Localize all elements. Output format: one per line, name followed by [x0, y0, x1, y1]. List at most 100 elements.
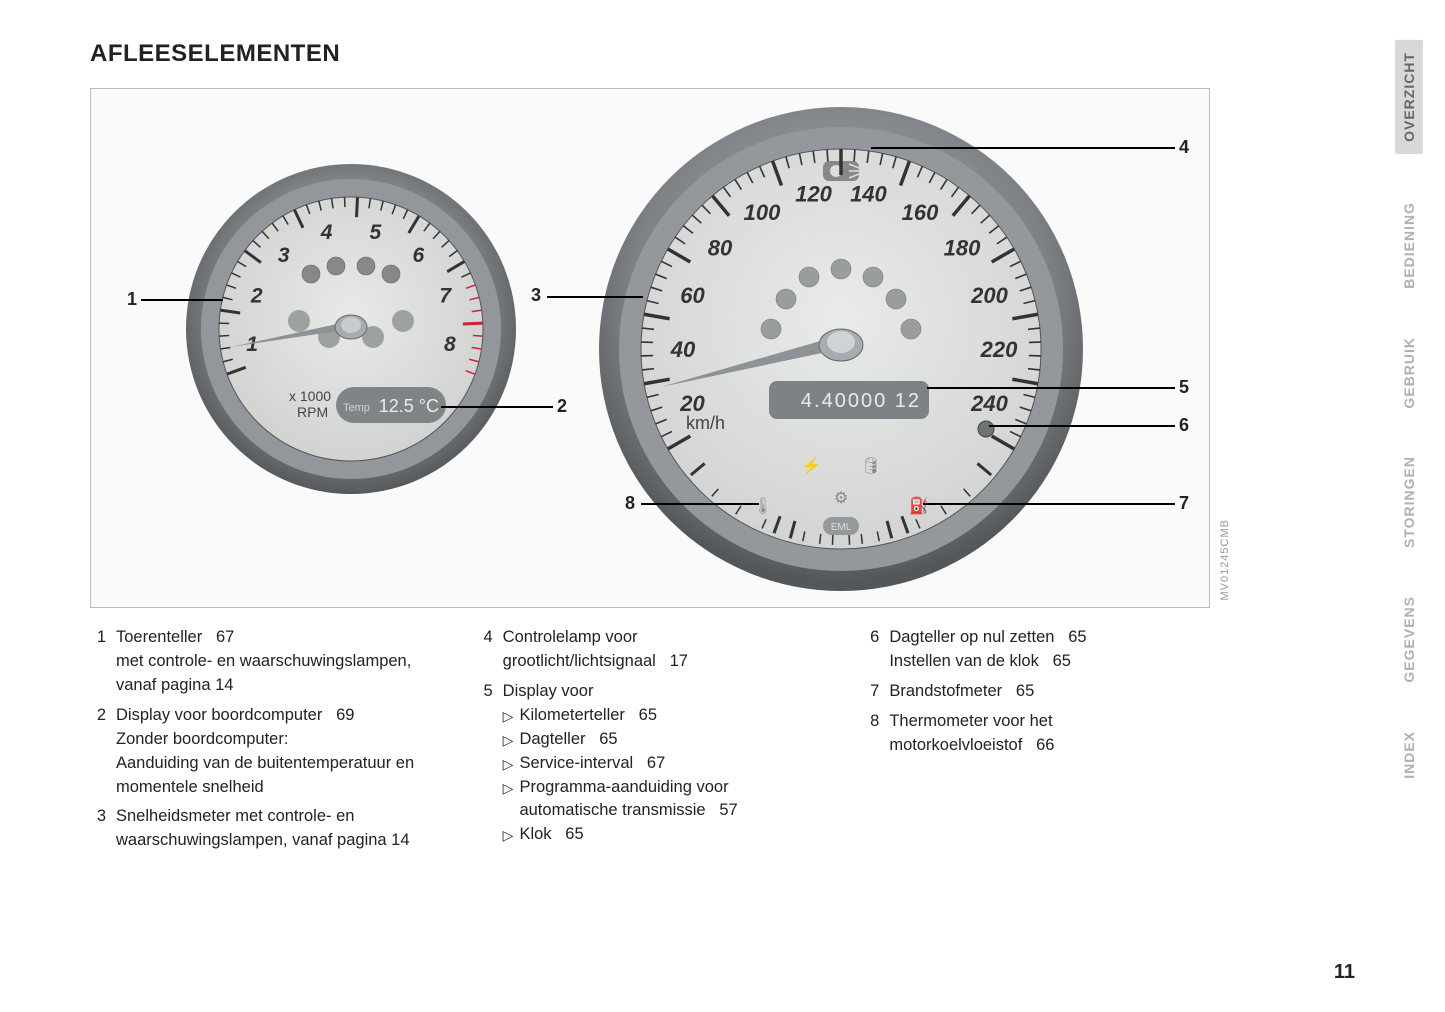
legend-sub-row: ▷Klok 65: [503, 823, 824, 847]
engine-icon: ⚙: [834, 490, 848, 507]
triangle-icon: ▷: [503, 776, 514, 824]
legend-body: Display voor▷Kilometerteller 65▷Dagtelle…: [503, 680, 824, 847]
svg-text:100: 100: [744, 200, 781, 225]
legend-body: Thermometer voor het motorkoelvloeistof …: [889, 710, 1210, 758]
callout-1: 1: [127, 289, 137, 310]
legend-num: 4: [477, 626, 493, 674]
tab-bediening[interactable]: BEDIENING: [1401, 202, 1417, 289]
legend-num: 6: [863, 626, 879, 674]
legend-line: Display voor boordcomputer 69: [116, 704, 437, 728]
speed-unit: km/h: [686, 413, 725, 433]
page: AFLEESELEMENTEN 12345678: [0, 0, 1445, 859]
tab-index[interactable]: INDEX: [1401, 731, 1417, 779]
legend-line: Thermometer voor het motorkoelvloeistof …: [889, 710, 1210, 758]
svg-text:140: 140: [850, 181, 887, 206]
legend-line: met controle- en waarschuwingslampen, va…: [116, 650, 437, 698]
legend-item: 7 Brandstofmeter 65: [863, 680, 1210, 704]
lcd-temp-value: 12.5 °C: [379, 396, 439, 416]
legend-line: Instellen van de klok 65: [889, 650, 1210, 674]
legend-sub-text: Kilometerteller 65: [519, 704, 657, 728]
legend-sub-text: Dagteller 65: [519, 728, 617, 752]
tab-storingen[interactable]: STORINGEN: [1401, 456, 1417, 548]
legend-body: Snelheidsmeter met controle- en waarschu…: [116, 805, 437, 853]
rpm-unit: RPM: [297, 404, 328, 420]
legend-item: 8Thermometer voor het motorkoelvloeistof…: [863, 710, 1210, 758]
legend-sub-text: Klok 65: [519, 823, 583, 847]
legend-item: 5Display voor▷Kilometerteller 65▷Dagtell…: [477, 680, 824, 847]
svg-text:8: 8: [444, 333, 456, 356]
page-title: AFLEESELEMENTEN: [90, 40, 1355, 68]
tab-gegevens[interactable]: GEGEVENS: [1401, 596, 1417, 683]
svg-text:5: 5: [370, 221, 382, 244]
legend-line: Toerenteller 67: [116, 626, 437, 650]
fuel-icon: ⛽: [909, 496, 929, 515]
callout-2: 2: [557, 396, 567, 417]
lcd-temp-label: Temp: [343, 402, 370, 414]
svg-text:180: 180: [944, 235, 981, 260]
callout-7: 7: [1179, 493, 1189, 514]
legend-line: Zonder boordcomputer:: [116, 728, 437, 752]
legend-num: 7: [863, 680, 879, 704]
legend-num: 3: [90, 805, 106, 853]
svg-text:3: 3: [278, 244, 290, 267]
legend-line: Aanduiding van de buitentemperatuur en m…: [116, 752, 437, 800]
legend-item: 4Controlelamp voor grootlicht/lichtsigna…: [477, 626, 824, 674]
svg-text:220: 220: [980, 337, 1018, 362]
legend-sub-text: Programma-aanduiding voor automatische t…: [519, 776, 823, 824]
legend-num: 1: [90, 626, 106, 698]
svg-text:120: 120: [795, 181, 832, 206]
legend-col-3: 6 Dagteller op nul zetten 65Instellen van…: [863, 626, 1210, 859]
triangle-icon: ▷: [503, 823, 514, 847]
legend-sub-row: ▷Programma-aanduiding voor automatische …: [503, 776, 824, 824]
legend-body: Toerenteller 67met controle- en waarschu…: [116, 626, 437, 698]
triangle-icon: ▷: [503, 704, 514, 728]
oil-icon: 🛢: [861, 457, 881, 475]
legend-line: Snelheidsmeter met controle- en waarschu…: [116, 805, 437, 853]
side-tabs: OVERZICHT BEDIENING GEBRUIK STORINGEN GE…: [1395, 40, 1423, 779]
legend-body: Brandstofmeter 65: [889, 680, 1210, 704]
rpm-x1000: x 1000: [289, 388, 331, 404]
triangle-icon: ▷: [503, 728, 514, 752]
svg-text:240: 240: [970, 391, 1008, 416]
legend-sub-row: ▷Kilometerteller 65: [503, 704, 824, 728]
legend-sub-row: ▷Dagteller 65: [503, 728, 824, 752]
svg-text:4: 4: [320, 221, 333, 244]
legend-line: Brandstofmeter 65: [889, 680, 1210, 704]
legend-item: 1Toerenteller 67met controle- en waarsch…: [90, 626, 437, 698]
legend-line: Dagteller op nul zetten 65: [889, 626, 1210, 650]
svg-text:160: 160: [902, 200, 939, 225]
callout-3: 3: [531, 285, 541, 306]
svg-text:60: 60: [680, 283, 705, 308]
svg-text:40: 40: [670, 337, 696, 362]
battery-icon: ⚡: [801, 456, 821, 475]
callout-5: 5: [1179, 377, 1189, 398]
legend-sub-row: ▷Service-interval 67: [503, 752, 824, 776]
svg-text:EML: EML: [831, 522, 852, 533]
legend-col-1: 1Toerenteller 67met controle- en waarsch…: [90, 626, 437, 859]
triangle-icon: ▷: [503, 752, 514, 776]
image-code: MV01245CMB: [1219, 519, 1231, 601]
svg-text:80: 80: [708, 235, 733, 260]
legend: 1Toerenteller 67met controle- en waarsch…: [90, 626, 1210, 859]
legend-num: 5: [477, 680, 493, 847]
legend-num: 2: [90, 704, 106, 800]
tab-overzicht[interactable]: OVERZICHT: [1395, 40, 1423, 154]
svg-text:200: 200: [970, 283, 1008, 308]
tachometer-gauge: 12345678 x 1000 RPM Temp 12.5 °C: [181, 159, 521, 499]
speedometer-gauge: 20406080100120140160180200220240 km/h 4.…: [591, 99, 1091, 599]
gauges-figure: 12345678 x 1000 RPM Temp 12.5 °C: [90, 88, 1210, 608]
callout-4: 4: [1179, 137, 1189, 158]
legend-body: Display voor boordcomputer 69Zonder boor…: [116, 704, 437, 800]
legend-item: 6 Dagteller op nul zetten 65Instellen van…: [863, 626, 1210, 674]
legend-col-2: 4Controlelamp voor grootlicht/lichtsigna…: [477, 626, 824, 859]
legend-line: Controlelamp voor grootlicht/lichtsignaa…: [503, 626, 824, 674]
svg-text:2: 2: [250, 285, 263, 308]
coolant-icon: 🌡: [753, 497, 773, 515]
odometer-value: 4.40000 12: [801, 390, 921, 412]
callout-8: 8: [625, 493, 635, 514]
svg-text:1: 1: [246, 333, 258, 356]
tab-gebruik[interactable]: GEBRUIK: [1401, 337, 1417, 409]
callout-6: 6: [1179, 415, 1189, 436]
legend-item: 2Display voor boordcomputer 69Zonder boo…: [90, 704, 437, 800]
legend-body: Controlelamp voor grootlicht/lichtsignaa…: [503, 626, 824, 674]
